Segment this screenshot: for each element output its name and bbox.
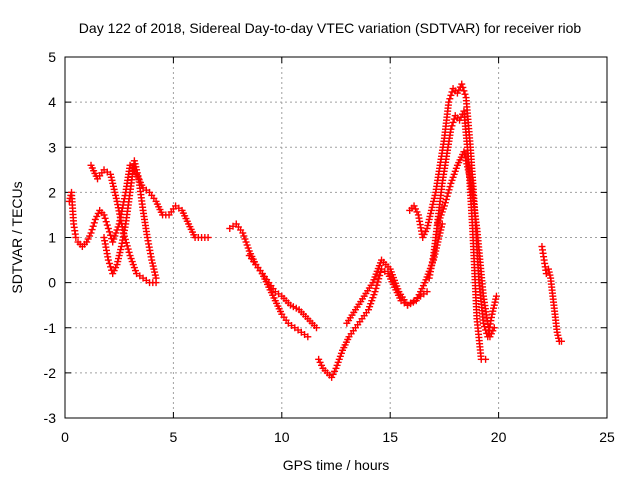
y-tick-label: 4 bbox=[48, 94, 56, 110]
data-point bbox=[102, 218, 110, 226]
data-point bbox=[447, 91, 455, 99]
data-point bbox=[557, 337, 565, 345]
data-point bbox=[105, 228, 113, 236]
chart-title: Day 122 of 2018, Sidereal Day-to-day VTE… bbox=[79, 20, 582, 36]
plot-frame bbox=[64, 56, 608, 419]
data-points bbox=[65, 80, 565, 381]
data-point bbox=[105, 259, 113, 267]
data-point bbox=[490, 324, 498, 332]
data-point bbox=[375, 275, 383, 283]
y-tick-label: -1 bbox=[44, 320, 57, 336]
data-point bbox=[104, 256, 112, 264]
data-point bbox=[459, 83, 467, 91]
data-point bbox=[90, 219, 98, 227]
data-point bbox=[461, 90, 469, 98]
x-tick-label: 0 bbox=[61, 429, 69, 445]
data-point bbox=[440, 202, 448, 210]
y-axis-label: SDTVAR / TECUs bbox=[9, 181, 25, 293]
x-tick-label: 10 bbox=[274, 429, 290, 445]
y-tick-label: 1 bbox=[48, 230, 56, 246]
data-point bbox=[100, 211, 108, 219]
data-point bbox=[152, 274, 160, 282]
y-tick-label: 0 bbox=[48, 275, 56, 291]
data-point bbox=[312, 324, 320, 332]
data-point bbox=[458, 80, 466, 88]
data-point bbox=[204, 234, 212, 241]
data-point bbox=[88, 226, 96, 234]
x-tick-label: 15 bbox=[382, 429, 398, 445]
y-tick-label: -3 bbox=[44, 410, 57, 426]
x-axis-label: GPS time / hours bbox=[283, 457, 390, 473]
x-axis-ticks: 0 5 10 15 20 25 bbox=[61, 57, 615, 445]
data-point bbox=[446, 95, 454, 103]
data-point bbox=[376, 272, 384, 280]
data-point bbox=[448, 122, 456, 130]
data-point bbox=[423, 288, 431, 296]
data-point bbox=[89, 222, 97, 230]
data-point bbox=[72, 234, 80, 241]
data-point bbox=[460, 87, 468, 95]
y-tick-label: 2 bbox=[48, 184, 56, 200]
data-point bbox=[445, 98, 453, 106]
data-point bbox=[377, 268, 385, 276]
y-tick-label: 5 bbox=[48, 49, 56, 65]
data-point bbox=[447, 125, 455, 133]
data-point bbox=[304, 333, 312, 341]
data-point bbox=[446, 183, 454, 191]
data-point bbox=[123, 242, 131, 250]
data-point bbox=[372, 284, 380, 292]
data-point bbox=[441, 199, 449, 207]
data-point bbox=[450, 115, 458, 123]
y-tick-label: -2 bbox=[44, 365, 57, 381]
data-point bbox=[492, 292, 500, 300]
data-point bbox=[103, 221, 111, 229]
data-point bbox=[449, 118, 457, 126]
data-point bbox=[444, 189, 452, 197]
data-point bbox=[107, 231, 115, 239]
x-tick-label: 5 bbox=[170, 429, 178, 445]
data-point bbox=[482, 355, 490, 363]
data-point bbox=[101, 214, 109, 222]
data-point bbox=[445, 186, 453, 194]
data-point bbox=[107, 263, 115, 271]
data-point bbox=[448, 88, 456, 96]
data-point bbox=[443, 192, 451, 200]
data-point bbox=[479, 319, 487, 327]
x-tick-label: 20 bbox=[491, 429, 507, 445]
x-tick-label: 25 bbox=[599, 429, 615, 445]
data-point bbox=[371, 288, 379, 296]
data-point bbox=[125, 248, 133, 256]
y-tick-label: 3 bbox=[48, 139, 56, 155]
data-point bbox=[104, 224, 112, 232]
data-point bbox=[442, 195, 450, 203]
data-point bbox=[87, 229, 95, 237]
data-point bbox=[124, 245, 132, 253]
